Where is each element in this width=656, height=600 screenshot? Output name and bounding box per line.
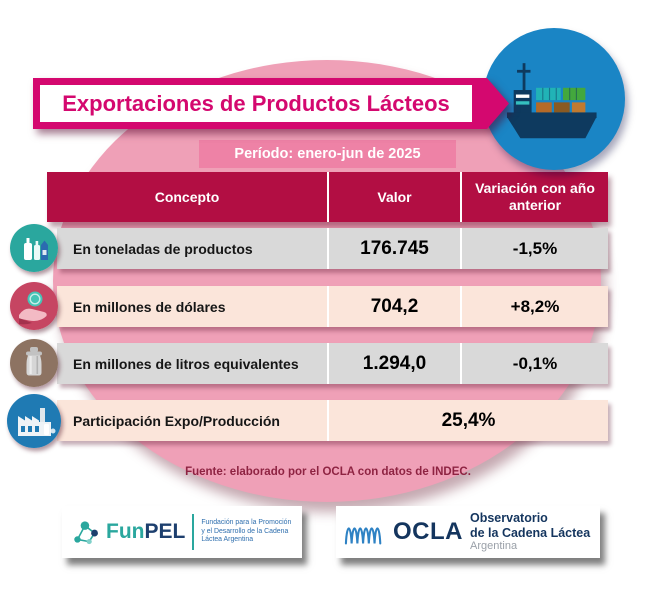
- variation-label: +8,2%: [460, 286, 608, 327]
- title-banner: Exportaciones de Productos Lácteos: [33, 78, 509, 129]
- funpel-logo: FunPEL Fundación para la Promoción y el …: [62, 506, 302, 558]
- funpel-tagline-line3: Láctea Argentina: [201, 536, 254, 544]
- funpel-tagline-line2: y el Desarrollo de la Cadena: [201, 527, 289, 535]
- funpel-tagline-line1: Fundación para la Promoción: [201, 518, 292, 526]
- ocla-line1: Observatorio: [470, 511, 548, 526]
- dairy-products-icon: [10, 224, 58, 272]
- milk-can-icon: [10, 339, 58, 387]
- funpel-wordmark: FunPEL: [106, 520, 185, 544]
- funpel-name-teal: Fun: [106, 520, 145, 543]
- value-label: 25,4%: [327, 400, 608, 441]
- money-hand-icon: [10, 282, 58, 330]
- funpel-name-navy: PEL: [144, 520, 186, 543]
- table-row-participacion: Participación Expo/Producción 25,4%: [57, 400, 608, 441]
- period-label: Período: enero-jun de 2025: [199, 140, 456, 168]
- cargo-ship-icon: [483, 28, 625, 170]
- table-row-litros: En millones de litros equivalentes 1.294…: [57, 343, 608, 384]
- funpel-network-icon: [74, 521, 98, 545]
- value-label: 704,2: [327, 286, 460, 327]
- concept-label: Participación Expo/Producción: [73, 412, 280, 429]
- concept-label: En millones de dólares: [73, 298, 226, 315]
- header-concepto: Concepto: [47, 172, 327, 222]
- header-variacion: Variación con año anterior: [460, 172, 608, 222]
- ocla-line2: de la Cadena Láctea: [470, 525, 591, 540]
- value-label: 1.294,0: [327, 343, 460, 384]
- concept-label: En millones de litros equivalentes: [73, 355, 299, 372]
- header-valor: Valor: [327, 172, 460, 222]
- title-box: Exportaciones de Productos Lácteos: [40, 85, 472, 122]
- variation-label: -1,5%: [460, 228, 608, 269]
- table-row-toneladas: En toneladas de productos 176.745 -1,5%: [57, 228, 608, 269]
- ocla-logo: OCLA Observatorio de la Cadena Láctea Ar…: [336, 506, 600, 558]
- source-note: Fuente: elaborado por el OCLA con datos …: [185, 466, 471, 478]
- ocla-descriptor: Observatorio de la Cadena Láctea Argenti…: [470, 511, 590, 552]
- ocla-line3: Argentina: [470, 540, 518, 553]
- value-label: 176.745: [327, 228, 460, 269]
- funpel-divider: [192, 514, 195, 550]
- page-title: Exportaciones de Productos Lácteos: [62, 90, 450, 116]
- concept-label: En toneladas de productos: [73, 240, 253, 257]
- variation-label: -0,1%: [460, 343, 608, 384]
- funpel-tagline: Fundación para la Promoción y el Desarro…: [201, 519, 291, 546]
- table-header: Concepto Valor Variación con año anterio…: [47, 172, 608, 222]
- ocla-wordmark: OCLA: [393, 518, 463, 545]
- ocla-wave-icon: [344, 527, 382, 545]
- cargo-ship-graphic: [506, 63, 597, 139]
- factory-icon: [7, 394, 61, 448]
- table-row-dolares: En millones de dólares 704,2 +8,2%: [57, 286, 608, 327]
